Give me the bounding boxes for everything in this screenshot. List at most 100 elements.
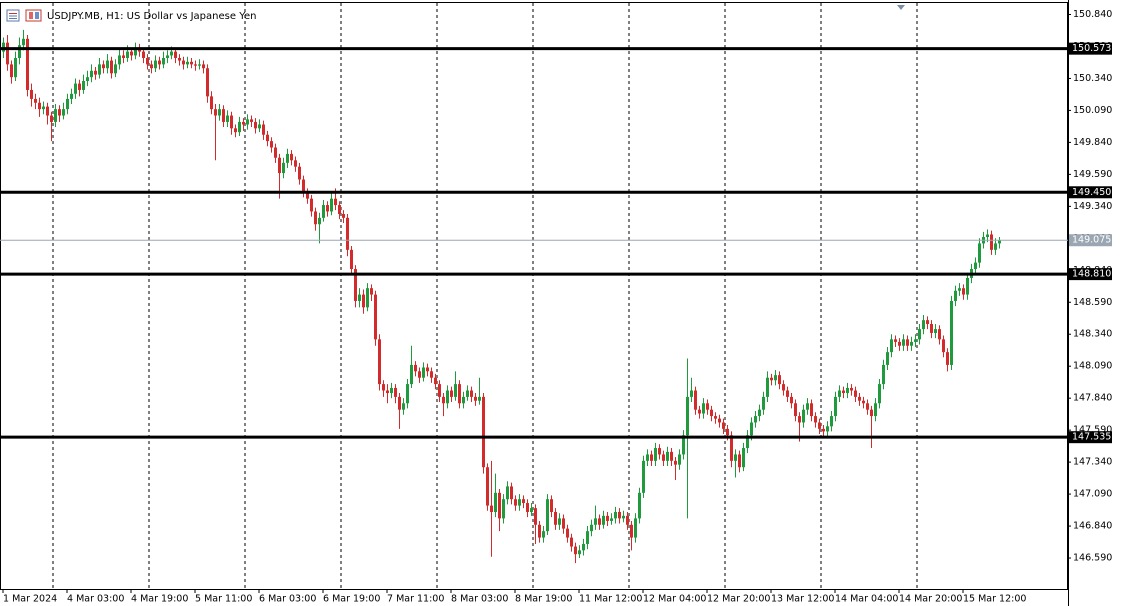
candle-body [954,290,957,301]
candle-body [790,396,793,404]
candle-body [238,121,241,133]
candle-body [722,422,725,429]
candle-body [306,192,309,199]
candle-body [642,460,645,493]
candle-body [30,89,33,99]
x-tick-label: 4 Mar 03:00 [67,594,124,605]
candle-body [62,109,65,116]
candle-body [166,55,169,58]
candle-body [14,57,17,78]
candle-body [126,51,129,58]
candle-body [390,387,393,394]
candle-body [450,390,453,397]
candle-body [70,93,73,99]
candle-body [966,277,969,295]
candle-body [530,508,533,512]
candle-body [718,418,721,423]
candle-body [318,217,321,225]
x-tick-label: 14 Mar 04:00 [835,594,898,605]
candle-body [94,70,97,75]
candle-body [326,205,329,212]
candle-body [6,42,9,65]
candle-body [762,396,765,410]
icon-trade[interactable] [25,9,42,22]
candle-body [998,240,1001,244]
candle-body [914,339,917,342]
x-tick-label: 6 Mar 03:00 [259,594,316,605]
candle-body [882,364,885,385]
candle-body [514,499,517,506]
candle-body [614,511,617,519]
candle-body [698,409,701,414]
candle-body [190,61,193,65]
candle-body [730,435,733,461]
y-tick-label: 149.340 [1073,201,1112,212]
shift-marker[interactable] [897,5,905,10]
candle-body [870,409,873,417]
candle-body [18,45,21,58]
candle-body [574,546,577,555]
candle-body [862,400,865,404]
y-tick-label: 150.840 [1073,9,1112,20]
candle-body [566,528,569,538]
candle-body [58,109,61,116]
candle-body [98,64,101,75]
candle-body [310,198,313,212]
candle-body [842,390,845,394]
chart-header: USDJPY.MB, H1: US Dollar vs Japanese Yen [6,9,256,22]
candle-body [146,57,149,65]
candle-body [282,162,285,174]
candle-body [594,518,597,525]
y-tick-label: 150.340 [1073,73,1112,84]
candle-body [922,320,925,330]
candle-body [170,51,173,56]
candle-body [178,57,181,61]
candle-body [394,387,397,397]
candle-body [694,390,697,410]
candle-body [962,288,965,295]
candle-body [430,371,433,378]
candle-body [470,390,473,397]
candle-body [918,329,921,340]
candle-body [974,262,977,270]
candle-body [938,329,941,340]
candle-body [302,179,305,193]
candle-body [866,403,869,410]
candle-body [506,486,509,500]
candle-body [850,387,853,391]
y-tick-label: 147.340 [1073,457,1112,468]
candle-body [934,329,937,333]
candle-body [346,217,349,250]
candle-body [254,121,257,129]
candle-body [334,198,337,206]
candle-body [874,403,877,417]
candle-body [746,435,749,449]
candle-body [578,550,581,555]
candle-body [114,64,117,74]
x-tick-label: 14 Mar 20:00 [899,594,962,605]
candle-body [206,68,209,97]
candle-body [34,98,37,103]
candle-body [482,396,485,468]
y-tick-label: 150.090 [1073,105,1112,116]
candle-body [978,243,981,263]
candle-body [598,518,601,525]
candle-body [150,64,153,69]
y-tick-label: 146.840 [1073,521,1112,532]
candle-body [638,492,641,519]
candle-body [358,294,361,301]
x-tick-label: 11 Mar 12:00 [579,594,642,605]
candle-body [910,341,913,346]
candle-body [226,115,229,122]
candle-body [518,499,521,506]
level-tag [1069,42,1112,55]
candle-body [406,384,409,404]
level-tag [1069,186,1112,199]
candle-body [706,403,709,410]
candle-body [38,102,41,110]
candle-body [666,451,669,461]
candle-body [142,51,145,58]
x-tick-label: 4 Mar 19:00 [131,594,188,605]
candle-body [794,403,797,417]
